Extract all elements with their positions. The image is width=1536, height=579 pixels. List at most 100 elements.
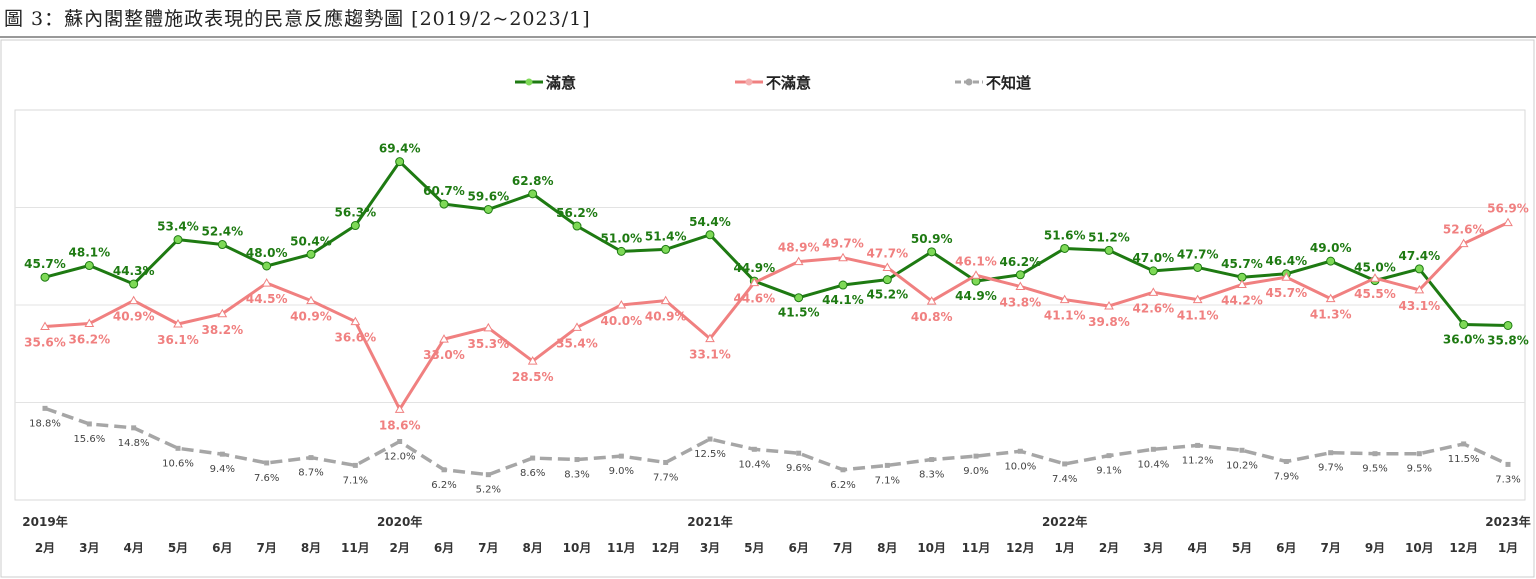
x-tick-label: 2月 [35, 541, 55, 555]
data-point [1458, 238, 1469, 248]
data-label: 52.6% [1443, 223, 1485, 237]
data-point [128, 295, 139, 305]
data-point [217, 240, 227, 250]
x-tick-label: 1月 [1498, 541, 1518, 555]
data-label: 49.0% [1310, 241, 1352, 255]
data-point [661, 244, 671, 254]
data-label: 36.2% [69, 333, 111, 347]
data-label: 45.7% [1221, 257, 1263, 271]
data-label: 46.2% [1000, 255, 1042, 269]
data-label: 48.1% [69, 246, 111, 260]
data-point [528, 189, 538, 199]
data-label: 9.7% [1318, 463, 1343, 474]
data-label: 11.5% [1448, 454, 1480, 465]
x-tick-label: 8月 [301, 541, 321, 555]
data-label: 9.0% [609, 466, 634, 477]
data-label: 51.0% [601, 231, 643, 245]
legend-marker [965, 78, 973, 86]
x-tick-label: 5月 [744, 541, 764, 555]
data-point [441, 467, 447, 473]
x-tick-label: 5月 [1232, 541, 1252, 555]
x-tick-label: 11月 [962, 541, 991, 555]
data-point [219, 451, 225, 457]
data-point [86, 421, 92, 427]
data-label: 44.5% [246, 292, 288, 306]
data-label: 44.9% [734, 261, 776, 275]
data-label: 35.4% [556, 336, 598, 350]
data-point [616, 246, 626, 256]
data-label: 48.0% [246, 246, 288, 260]
data-point [751, 446, 757, 452]
data-label: 7.4% [1052, 474, 1077, 485]
data-point [1283, 458, 1289, 464]
data-label: 56.3% [335, 206, 377, 220]
data-label: 46.1% [955, 254, 997, 268]
data-label: 60.7% [423, 184, 465, 198]
data-point [1148, 287, 1159, 296]
figure-title: 圖 3：蘇內閣整體施政表現的民意反應趨勢圖 [2019/2~2023/1] [4, 8, 591, 30]
x-tick-label: 3月 [700, 541, 720, 555]
data-point [618, 453, 624, 459]
x-tick-label: 12月 [651, 541, 680, 555]
x-tick-label: 2月 [1099, 541, 1119, 555]
data-point [707, 436, 713, 442]
data-label: 5.2% [476, 485, 501, 496]
data-point [1505, 461, 1511, 467]
data-label: 44.6% [734, 292, 776, 306]
data-point [929, 457, 935, 463]
title-divider [0, 36, 1536, 38]
data-label: 10.4% [1137, 459, 1169, 470]
data-label: 9.0% [963, 466, 988, 477]
data-point [1370, 273, 1380, 282]
data-point [397, 439, 403, 444]
data-label: 52.4% [202, 225, 244, 239]
year-label: 2020年 [377, 514, 422, 529]
data-point [264, 460, 270, 466]
data-label: 9.5% [1407, 464, 1432, 475]
series-line-1 [44, 221, 1509, 411]
data-point [352, 462, 358, 468]
data-label: 47.0% [1133, 251, 1175, 265]
data-point [663, 459, 669, 465]
x-tick-label: 9月 [1365, 541, 1385, 555]
x-tick-label: 6月 [212, 541, 232, 555]
data-point [1104, 245, 1114, 255]
data-point [793, 256, 804, 266]
legend-marker [525, 78, 533, 86]
data-label: 44.1% [822, 293, 864, 307]
data-label: 47.7% [867, 246, 909, 260]
data-point [884, 462, 890, 468]
data-point [1060, 243, 1070, 253]
data-point [131, 425, 137, 431]
data-point [40, 321, 50, 330]
data-label: 8.3% [919, 470, 944, 481]
data-point [485, 472, 491, 478]
data-point [838, 252, 848, 262]
data-point [84, 261, 94, 271]
data-label: 36.0% [1443, 333, 1485, 347]
data-label: 48.9% [778, 241, 820, 255]
data-label: 8.3% [564, 470, 589, 481]
x-tick-label: 11月 [607, 541, 636, 555]
data-point [1195, 442, 1201, 448]
data-label: 56.2% [556, 206, 598, 220]
data-point [1015, 281, 1026, 290]
data-point [42, 405, 48, 411]
x-tick-label: 7月 [833, 541, 853, 555]
data-point [1193, 262, 1203, 272]
chart-frame [0, 39, 1535, 578]
data-label: 10.4% [738, 459, 770, 470]
data-label: 15.6% [73, 434, 105, 445]
data-point [794, 293, 804, 303]
x-tick-label: 6月 [788, 541, 808, 555]
data-label: 38.2% [202, 323, 244, 337]
data-label: 36.1% [157, 333, 199, 347]
data-point [350, 221, 360, 231]
data-label: 7.7% [653, 472, 678, 483]
data-label: 10.0% [1004, 461, 1036, 472]
data-label: 9.6% [786, 463, 811, 474]
data-point [572, 322, 582, 331]
series-line-0 [44, 160, 1509, 327]
